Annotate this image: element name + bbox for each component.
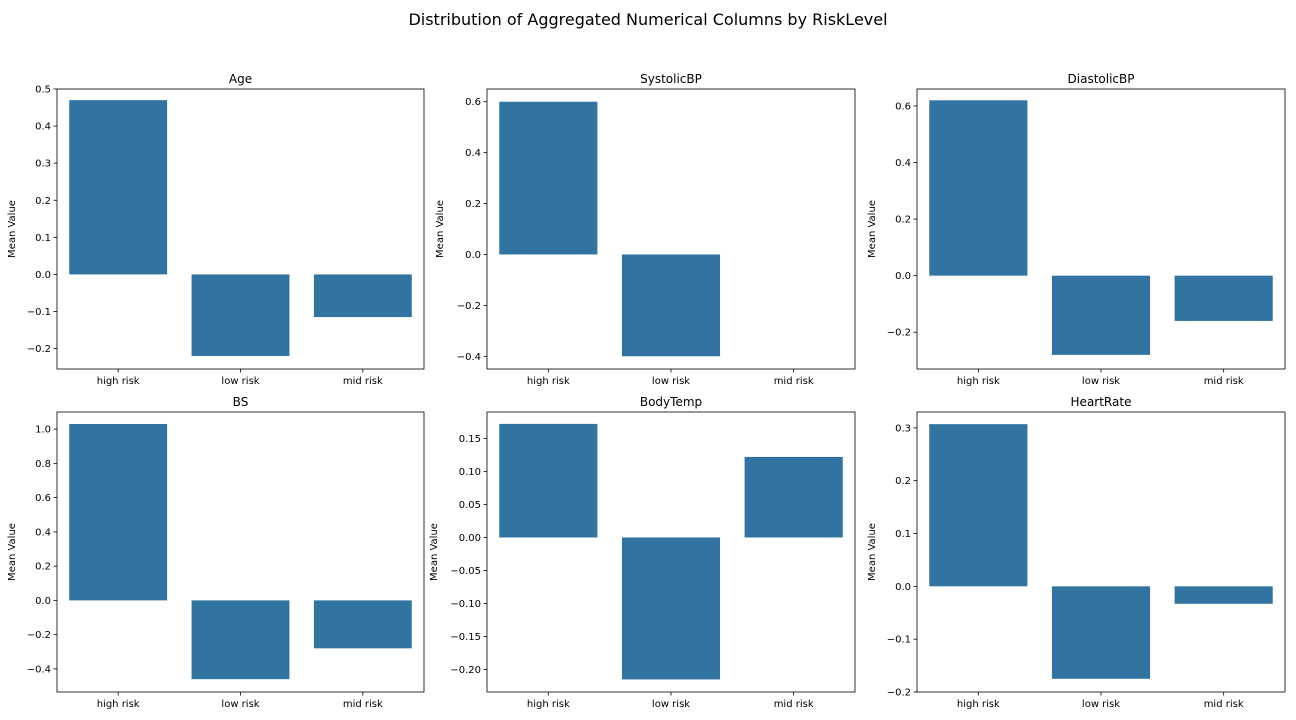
figure-title: Distribution of Aggregated Numerical Col… — [408, 10, 888, 29]
y-tick-label: 0.3 — [35, 159, 51, 170]
y-axis-label: Mean Value — [7, 523, 18, 581]
subplot-title: Age — [229, 72, 252, 86]
y-tick-label: −0.10 — [450, 599, 481, 610]
subplot-title: DiastolicBP — [1068, 72, 1135, 86]
bar-mid-risk — [744, 456, 843, 538]
subplot-systolicbp: −0.4 −0.2 0.0 0.2 0.4 0.6 high risk low risk mid… — [435, 72, 856, 387]
y-axis-label: Mean Value — [429, 523, 440, 581]
bar-high-risk — [499, 423, 598, 538]
y-tick-label: 0.8 — [35, 459, 51, 470]
bar-low-risk — [191, 274, 290, 357]
bar-mid-risk — [313, 600, 412, 649]
y-axis-label: Mean Value — [867, 200, 878, 258]
y-tick-label: 0.6 — [35, 493, 51, 504]
bar-mid-risk — [313, 274, 412, 318]
y-tick-label: 0.6 — [895, 101, 911, 112]
y-tick-label: −0.2 — [887, 688, 911, 699]
y-tick-label: 0.10 — [459, 467, 481, 478]
y-tick-label: 0.00 — [459, 533, 481, 544]
y-axis-label: Mean Value — [7, 200, 18, 258]
bar-high-risk — [929, 424, 1028, 587]
x-tick-label: low risk — [652, 376, 690, 387]
x-tick-label: high risk — [527, 376, 570, 387]
y-tick-label: 0.6 — [465, 97, 481, 108]
y-tick-label: −0.4 — [457, 352, 481, 363]
x-tick-label: low risk — [221, 376, 259, 387]
subplot-diastolicbp: −0.2 0.0 0.2 0.4 0.6 high risk low risk mid ris… — [867, 72, 1286, 387]
y-tick-label: 0.2 — [35, 562, 51, 573]
y-tick-label: 0.1 — [895, 529, 911, 540]
x-tick-label: mid risk — [1204, 376, 1244, 387]
subplot-title: HeartRate — [1071, 395, 1132, 409]
y-tick-label: 0.0 — [35, 596, 51, 607]
x-tick-label: low risk — [1082, 376, 1120, 387]
subplot-heartrate: −0.2 −0.1 0.0 0.1 0.2 0.3 high risk low risk mid… — [867, 395, 1286, 710]
y-tick-label: 0.0 — [465, 250, 481, 261]
x-tick-label: low risk — [1082, 699, 1120, 710]
bar-mid-risk — [1174, 586, 1273, 604]
y-tick-label: 0.15 — [459, 434, 481, 445]
x-tick-label: high risk — [97, 376, 140, 387]
y-tick-label: 0.4 — [35, 527, 51, 538]
y-tick-label: −0.2 — [887, 328, 911, 339]
y-tick-label: −0.1 — [27, 307, 51, 318]
x-tick-label: mid risk — [774, 376, 814, 387]
bar-mid-risk — [1174, 275, 1273, 321]
y-tick-label: −0.2 — [457, 301, 481, 312]
bar-low-risk — [621, 537, 721, 680]
x-tick-label: high risk — [97, 699, 140, 710]
y-tick-label: 0.4 — [35, 122, 51, 133]
y-tick-label: 0.5 — [35, 85, 51, 96]
y-tick-label: 0.2 — [895, 476, 911, 487]
x-tick-label: low risk — [221, 699, 259, 710]
y-tick-label: −0.20 — [450, 665, 481, 676]
y-tick-label: 0.05 — [459, 500, 481, 511]
bar-low-risk — [191, 600, 290, 680]
subplot-age: −0.2 −0.1 0.0 0.1 0.2 0.3 0.4 0.5 high risk low r… — [7, 72, 425, 387]
x-tick-label: high risk — [957, 699, 1000, 710]
subplot-title: SystolicBP — [640, 72, 702, 86]
y-axis-label: Mean Value — [867, 523, 878, 581]
subplot-title: BS — [233, 395, 249, 409]
y-tick-label: 0.4 — [465, 148, 481, 159]
x-tick-label: mid risk — [343, 376, 383, 387]
x-tick-label: mid risk — [343, 699, 383, 710]
y-tick-label: 0.0 — [895, 582, 911, 593]
x-tick-label: mid risk — [774, 699, 814, 710]
bar-high-risk — [929, 100, 1028, 276]
subplot-bodytemp: −0.20 −0.15 −0.10 −0.05 0.00 0.05 0.10 0.15 high… — [429, 395, 856, 710]
bar-low-risk — [1051, 586, 1151, 679]
y-tick-label: 0.0 — [895, 271, 911, 282]
subplot-bs: −0.4 −0.2 0.0 0.2 0.4 0.6 0.8 1.0 high risk low r… — [7, 395, 425, 710]
x-tick-label: low risk — [652, 699, 690, 710]
subplot-title: BodyTemp — [640, 395, 702, 409]
y-tick-label: 0.2 — [465, 199, 481, 210]
x-tick-label: mid risk — [1204, 699, 1244, 710]
x-tick-label: high risk — [527, 699, 570, 710]
bar-high-risk — [69, 100, 168, 275]
y-tick-label: 0.2 — [35, 196, 51, 207]
y-tick-label: −0.05 — [450, 566, 481, 577]
y-tick-label: 1.0 — [35, 425, 51, 436]
y-tick-label: 0.0 — [35, 270, 51, 281]
y-axis-label: Mean Value — [435, 200, 446, 258]
x-tick-label: high risk — [957, 376, 1000, 387]
y-tick-label: 0.1 — [35, 233, 51, 244]
bar-low-risk — [1051, 275, 1151, 355]
y-tick-label: 0.3 — [895, 423, 911, 434]
y-tick-label: −0.2 — [27, 630, 51, 641]
y-tick-label: −0.15 — [450, 632, 481, 643]
bar-high-risk — [499, 101, 598, 255]
bar-low-risk — [621, 254, 721, 357]
y-tick-label: 0.4 — [895, 158, 911, 169]
y-tick-label: −0.1 — [887, 635, 911, 646]
bar-high-risk — [69, 423, 168, 601]
y-tick-label: −0.2 — [27, 344, 51, 355]
y-tick-label: 0.2 — [895, 215, 911, 226]
y-tick-label: −0.4 — [27, 664, 51, 675]
